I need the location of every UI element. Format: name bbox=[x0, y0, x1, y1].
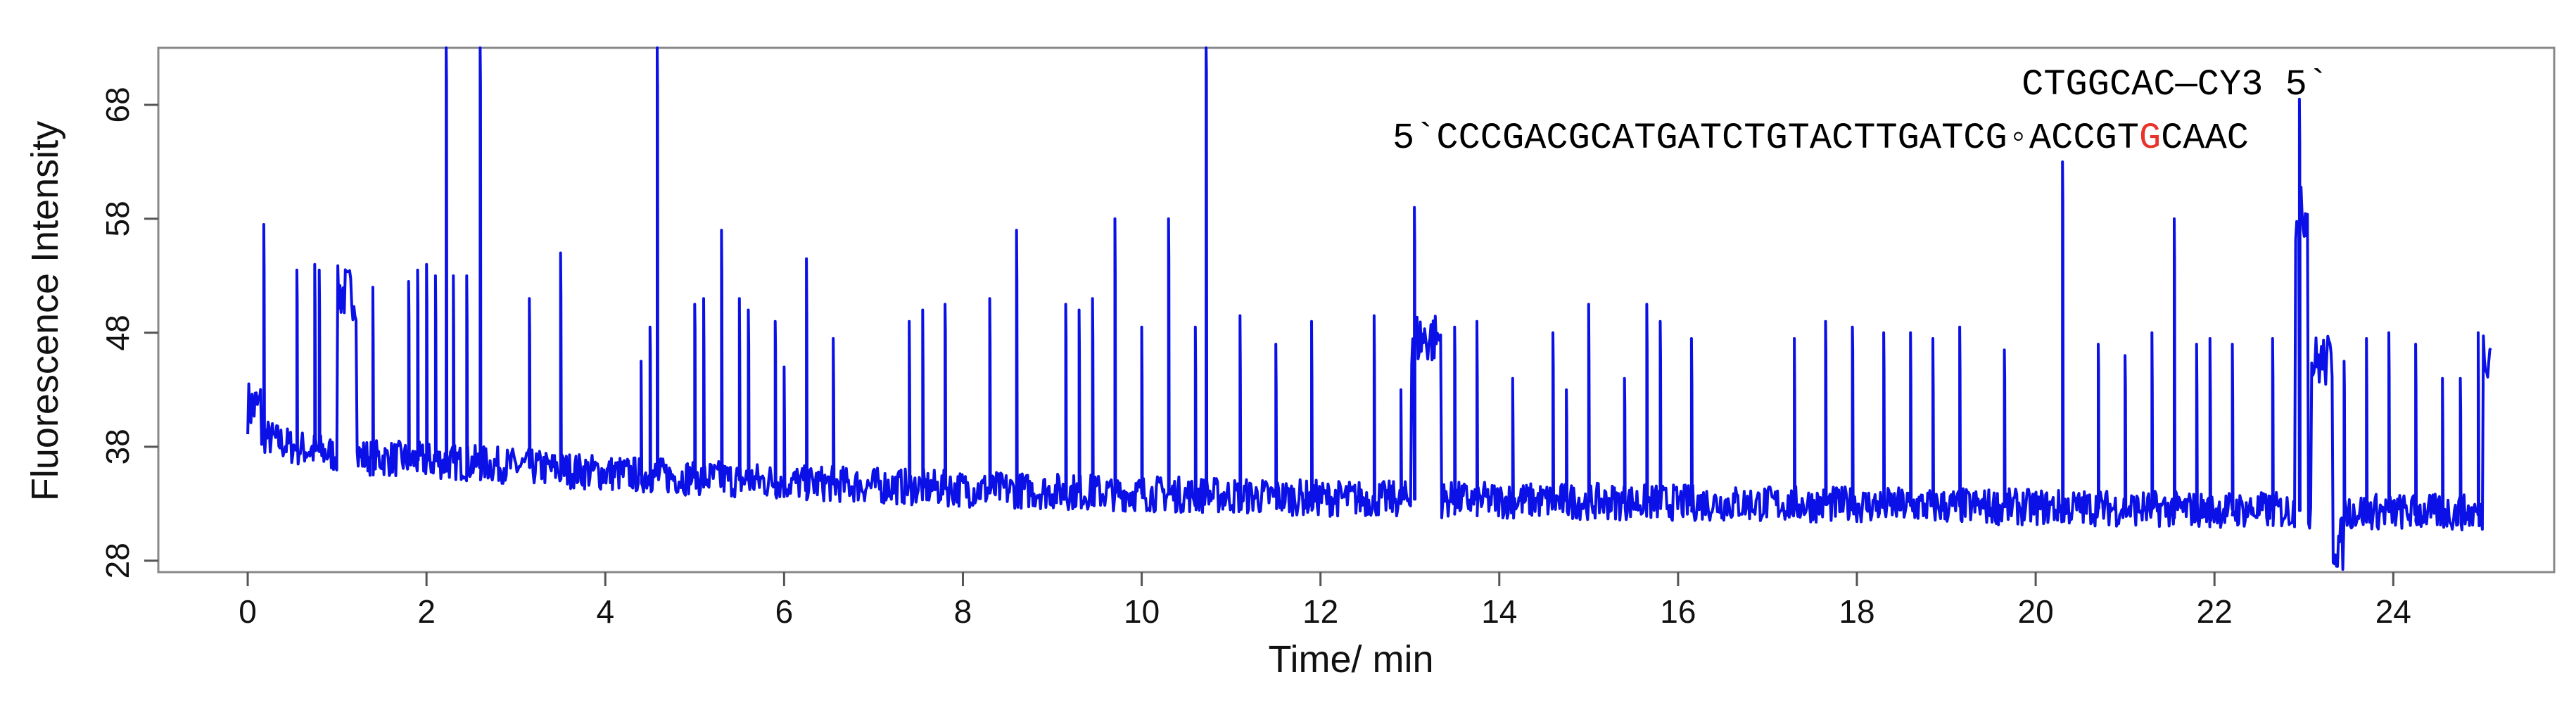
x-tick-label: 6 bbox=[775, 593, 794, 630]
x-tick-label: 4 bbox=[596, 593, 614, 630]
intensity-trace bbox=[246, 46, 2492, 571]
y-tick-label: 58 bbox=[99, 201, 136, 236]
x-tick-label: 0 bbox=[239, 593, 257, 630]
x-tick-label: 24 bbox=[2375, 593, 2411, 630]
annotation-bottom-strand: 5`CCCGACGCATGATCTGTACTTGATCG◦ACCGTGCAAC bbox=[1392, 118, 2249, 159]
annotation-top-strand: CTGGCAC—CY3 5` bbox=[2022, 64, 2329, 106]
x-tick-label: 20 bbox=[2018, 593, 2054, 630]
x-tick-label: 10 bbox=[1124, 593, 1160, 630]
plot-area-frame bbox=[157, 46, 2556, 574]
x-tick-label: 22 bbox=[2197, 593, 2233, 630]
bottom-strand-prefix: 5`CCCGACGCATGATCTGTACTTGATCG◦ACCGT bbox=[1392, 118, 2139, 159]
y-tick-label: 48 bbox=[99, 315, 136, 350]
y-axis-title: Fluorescence Intensity bbox=[24, 121, 66, 501]
y-tick-label: 68 bbox=[99, 87, 136, 122]
x-axis: 0 2 4 6 8 10 12 14 16 18 20 22 24 bbox=[239, 572, 2411, 630]
bottom-strand-suffix: CAAC bbox=[2161, 118, 2249, 159]
x-tick-label: 8 bbox=[954, 593, 972, 630]
x-axis-title: Time/ min bbox=[1268, 638, 1433, 680]
x-tick-label: 16 bbox=[1660, 593, 1696, 630]
x-tick-label: 12 bbox=[1302, 593, 1338, 630]
bottom-strand-highlight-base: G bbox=[2139, 118, 2161, 159]
x-tick-label: 2 bbox=[417, 593, 436, 630]
x-tick-label: 14 bbox=[1481, 593, 1517, 630]
x-tick-label: 18 bbox=[1839, 593, 1874, 630]
y-axis: 28 38 48 58 68 bbox=[99, 87, 158, 578]
y-tick-label: 38 bbox=[99, 429, 136, 464]
y-tick-label: 28 bbox=[99, 543, 136, 578]
